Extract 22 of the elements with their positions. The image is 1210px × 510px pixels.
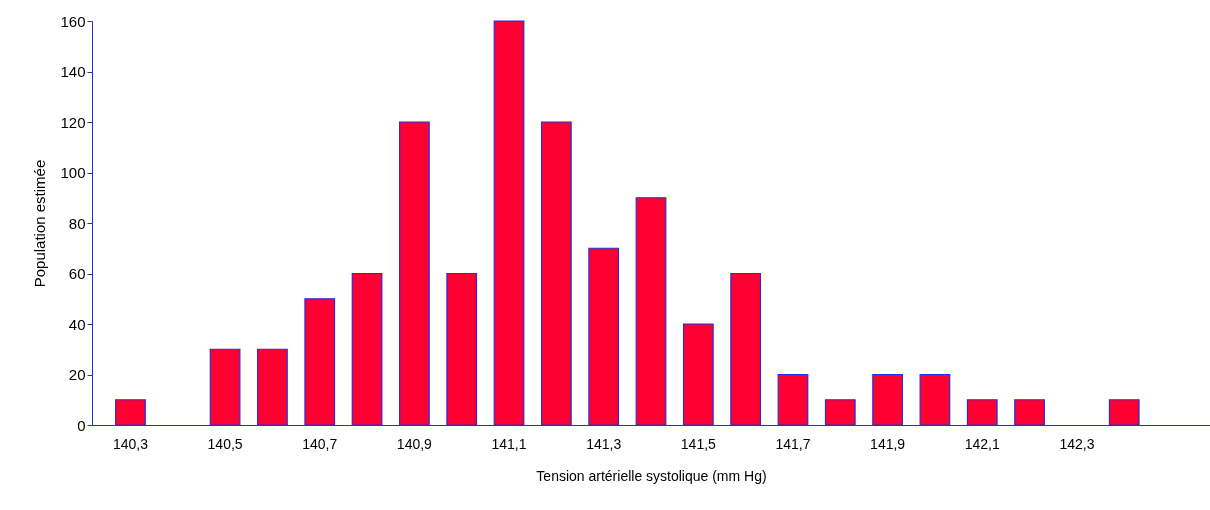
x-tick-label: 140,7 (302, 435, 338, 452)
x-tick-label: 140,5 (207, 435, 243, 452)
x-tick-label: 142,1 (964, 435, 1000, 452)
x-tick-label: 142,3 (1059, 435, 1095, 452)
y-tick-label: 60 (68, 265, 86, 282)
y-tick-label: 160 (60, 12, 86, 30)
x-tick-label: 141,7 (775, 435, 811, 452)
y-axis-title: Population estimée (31, 159, 49, 288)
x-tick-label: 140,9 (396, 435, 433, 452)
x-axis-title: Tension artérielle systolique (mm Hg) (536, 467, 767, 484)
x-tick-label: 141,9 (870, 435, 906, 452)
y-tick-label: 100 (60, 164, 86, 181)
x-tick-label: 141,3 (586, 435, 622, 452)
x-tick-label: 141,5 (680, 435, 717, 452)
x-tick-label: 141,1 (491, 435, 527, 452)
y-tick-label: 0 (77, 416, 86, 434)
y-tick-label: 140 (60, 63, 86, 80)
x-tick-label: 140,3 (112, 435, 149, 452)
y-tick-label: 120 (60, 113, 86, 131)
y-tick-label: 20 (68, 366, 86, 383)
y-tick-label: 40 (68, 315, 86, 333)
y-tick-label: 80 (68, 214, 86, 232)
